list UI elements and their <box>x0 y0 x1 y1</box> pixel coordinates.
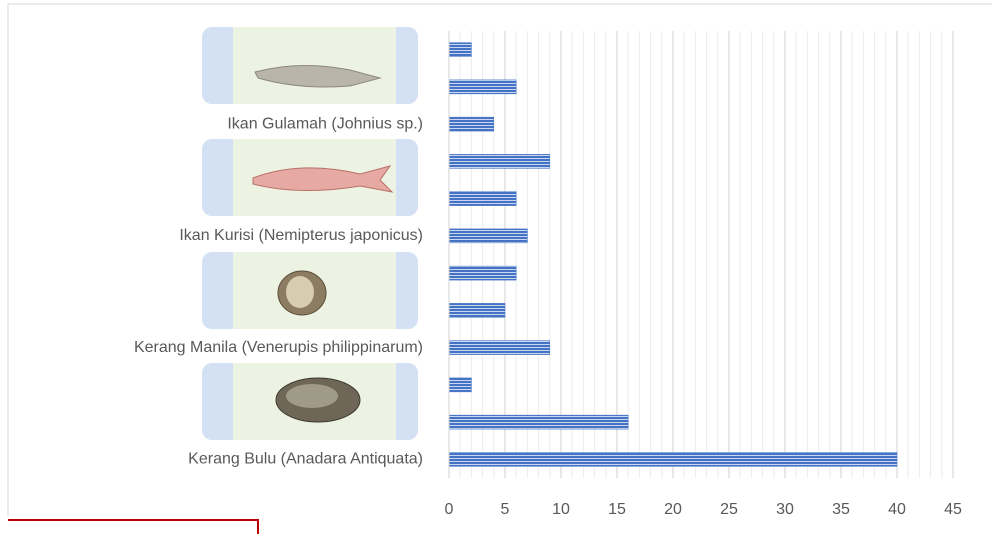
bar <box>448 452 898 467</box>
x-tick-label: 45 <box>944 501 962 518</box>
bar <box>448 154 551 169</box>
x-tick-label: 15 <box>608 501 626 518</box>
x-tick-label: 10 <box>552 501 570 518</box>
x-tick-label: 35 <box>832 501 850 518</box>
species-images <box>202 27 418 440</box>
bar <box>448 116 495 132</box>
bar <box>448 303 506 318</box>
bar <box>448 228 528 244</box>
bar <box>448 191 517 206</box>
x-tick-label: 5 <box>501 501 510 518</box>
x-tick-label: 0 <box>445 501 454 518</box>
bar <box>448 79 517 95</box>
frame <box>7 3 992 534</box>
y-tick-label: Kerang Bulu (Anadara Antiquata) <box>188 451 423 468</box>
x-tick-label: 30 <box>776 501 794 518</box>
bar <box>448 340 551 355</box>
y-tick-label: Kerang Manila (Venerupis philippinarum) <box>134 339 423 356</box>
y-tick-label: Ikan Gulamah (Johnius sp.) <box>227 115 423 132</box>
bar <box>448 42 472 57</box>
bar <box>448 265 517 281</box>
bar <box>448 414 629 430</box>
bar <box>448 377 472 393</box>
x-tick-label: 20 <box>664 501 682 518</box>
x-tick-label: 25 <box>720 501 738 518</box>
y-tick-label: Ikan Kurisi (Nemipterus japonicus) <box>179 227 423 244</box>
x-tick-label: 40 <box>888 501 906 518</box>
